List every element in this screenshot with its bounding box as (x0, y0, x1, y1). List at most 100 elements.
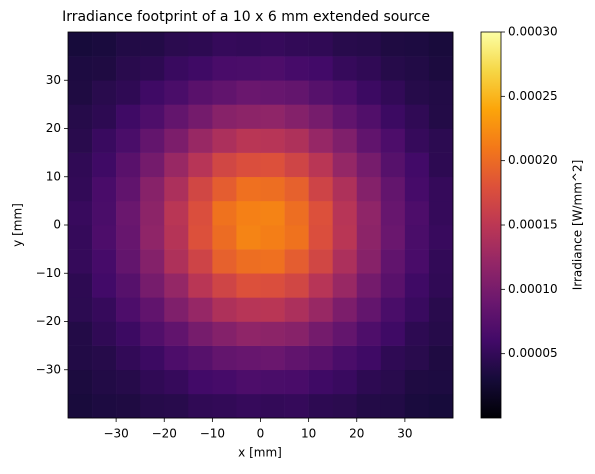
heatmap-cell (404, 225, 430, 250)
heatmap-cell (212, 393, 237, 419)
heatmap-cell (140, 56, 165, 81)
heatmap-cell (92, 152, 117, 178)
heatmap-cell (116, 152, 141, 178)
heatmap-cell (164, 297, 189, 322)
heatmap-cell (140, 369, 165, 395)
heatmap-cell (116, 56, 141, 81)
heatmap-cell (140, 200, 165, 226)
heatmap-cell (332, 393, 358, 419)
heatmap-cell (260, 56, 285, 81)
heatmap-cell (284, 273, 309, 298)
heatmap-cell (284, 369, 309, 395)
heatmap-cell (356, 200, 382, 226)
heatmap-cell (260, 345, 285, 371)
heatmap-cell (356, 249, 382, 274)
heatmap-cell (380, 200, 406, 226)
heatmap-cell (332, 345, 358, 371)
heatmap-cell (332, 128, 358, 153)
heatmap-cell (140, 80, 165, 105)
colorbar-tick-label: 0.00030 (508, 25, 558, 39)
x-tick-label: −30 (103, 427, 128, 441)
heatmap-cell (404, 128, 430, 153)
x-tick-label: 0 (257, 427, 265, 441)
heatmap-cell (140, 176, 165, 202)
heatmap-cell (332, 56, 358, 81)
heatmap-cell (188, 152, 213, 178)
heatmap-cell (164, 345, 189, 371)
heatmap-cell (356, 56, 382, 81)
heatmap-cell (308, 249, 333, 274)
colorbar-tick-label: 0.00025 (508, 89, 558, 103)
heatmap-cell (68, 80, 93, 105)
heatmap-cell (404, 176, 430, 202)
y-axis-label: y [mm] (11, 203, 25, 247)
colorbar-tick-label: 0.00020 (508, 153, 558, 167)
heatmap-cell (428, 176, 454, 202)
heatmap-cell (380, 176, 406, 202)
heatmap-cell (236, 249, 261, 274)
heatmap-cell (140, 104, 165, 129)
heatmap-cell (332, 32, 358, 57)
heatmap-cell (404, 56, 430, 81)
heatmap-cell (92, 249, 117, 274)
heatmap-cell (92, 273, 117, 298)
heatmap-cell (68, 104, 93, 129)
heatmap-cell (260, 369, 285, 395)
heatmap-cell (332, 369, 358, 395)
y-tick-label: 0 (53, 218, 61, 232)
heatmap-cell (92, 345, 117, 371)
heatmap-cell (260, 152, 285, 178)
heatmap-cell (284, 345, 309, 371)
heatmap-cell (356, 345, 382, 371)
heatmap-cell (116, 200, 141, 226)
heatmap-cell (236, 32, 261, 57)
heatmap-cell (380, 32, 406, 57)
heatmap-cell (332, 152, 358, 178)
heatmap-cell (212, 152, 237, 178)
heatmap-cell (428, 273, 454, 298)
heatmap-cell (356, 32, 382, 57)
heatmap-cell (116, 321, 141, 346)
heatmap-cell (380, 128, 406, 153)
heatmap-cell (332, 80, 358, 105)
heatmap-cell (188, 369, 213, 395)
heatmap-cell (188, 225, 213, 250)
heatmap-cell (308, 56, 333, 81)
heatmap-cell (188, 321, 213, 346)
heatmap-cell (356, 80, 382, 105)
heatmap-cell (308, 80, 333, 105)
heatmap-cell (140, 297, 165, 322)
heatmap-cell (212, 225, 237, 250)
heatmap-cell (212, 104, 237, 129)
heatmap-cell (260, 321, 285, 346)
heatmap-cell (68, 200, 93, 226)
heatmap-cell (428, 321, 454, 346)
heatmap-cell (68, 176, 93, 202)
heatmap-cell (188, 80, 213, 105)
heatmap-cell (284, 176, 309, 202)
heatmap-cell (332, 225, 358, 250)
heatmap-cell (404, 345, 430, 371)
heatmap-cell (140, 321, 165, 346)
heatmap-cell (164, 200, 189, 226)
heatmap-cell (92, 128, 117, 153)
heatmap-cell (308, 321, 333, 346)
heatmap-cell (260, 249, 285, 274)
heatmap-cell (68, 249, 93, 274)
heatmap-cell (212, 369, 237, 395)
heatmap-cell (428, 128, 454, 153)
heatmap-cell (164, 128, 189, 153)
heatmap-cell (140, 152, 165, 178)
heatmap-cell (92, 104, 117, 129)
heatmap-cell (308, 225, 333, 250)
heatmap-cell (308, 345, 333, 371)
heatmap-cell (428, 297, 454, 322)
heatmap-cell (380, 104, 406, 129)
y-tick-label: −10 (36, 266, 61, 280)
heatmap-cell (260, 80, 285, 105)
y-tick-label: 10 (46, 169, 61, 183)
heatmap-cell (356, 128, 382, 153)
heatmap-cell (140, 249, 165, 274)
heatmap-cell (188, 200, 213, 226)
heatmap-cell (356, 393, 382, 419)
